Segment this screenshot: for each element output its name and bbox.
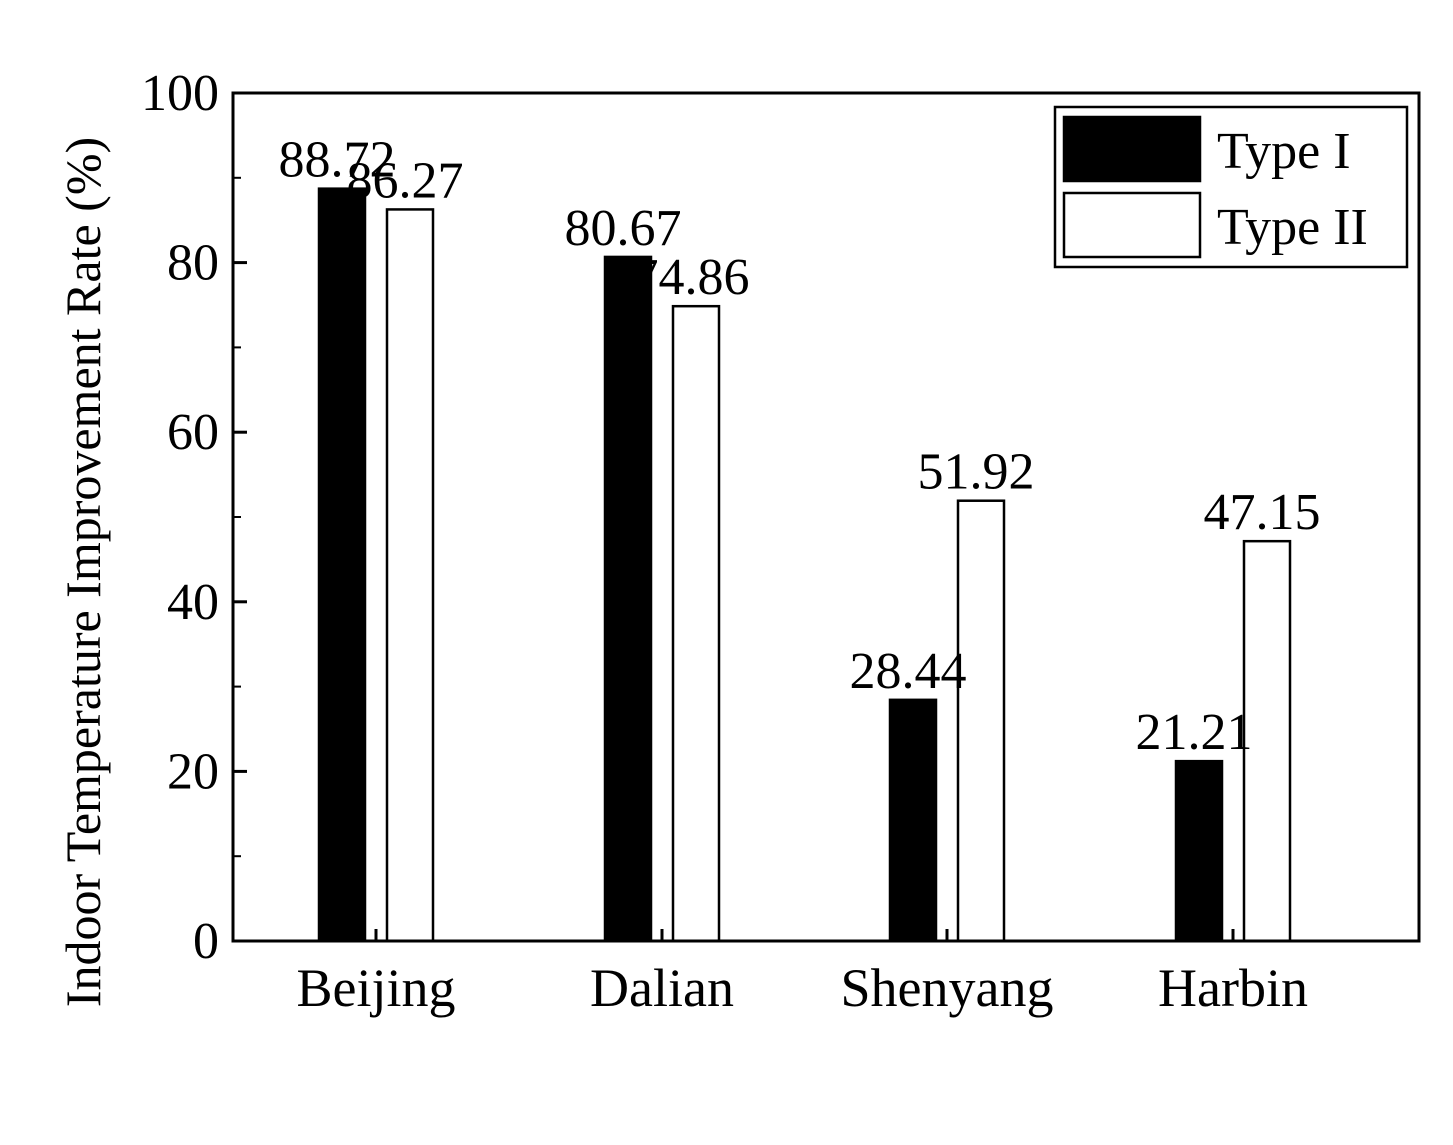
value-label: 47.15 xyxy=(1204,484,1321,541)
bar-type-ii-beijing xyxy=(385,208,435,943)
value-label: 74.86 xyxy=(633,249,750,306)
bars-layer xyxy=(317,187,1292,943)
y-tick-label: 60 xyxy=(167,404,219,461)
x-tick-label-shenyang: Shenyang xyxy=(841,958,1054,1018)
bar-type-ii-shenyang xyxy=(956,499,1006,943)
y-tick-label: 20 xyxy=(167,743,219,800)
bar-type-i-beijing xyxy=(317,187,367,943)
x-tick-label-harbin: Harbin xyxy=(1158,958,1308,1018)
y-tick-label: 80 xyxy=(167,235,219,292)
legend-swatch-type-i xyxy=(1062,115,1202,183)
legend-label: Type II xyxy=(1217,199,1368,256)
legend-swatch-type-ii xyxy=(1062,191,1202,259)
value-label: 21.21 xyxy=(1136,704,1253,761)
value-label: 51.92 xyxy=(918,444,1035,501)
value-label: 88.72 xyxy=(279,132,396,189)
y-tick-label: 0 xyxy=(193,913,219,970)
axes-layer: 0 20 40 60 80 100 Beijing Dalian Shenyang Harbin xyxy=(141,65,1421,1018)
bar-type-i-harbin xyxy=(1174,759,1224,943)
value-labels-layer: 88.72 80.67 28.44 21.21 86.27 74.86 51.92 47.15 xyxy=(279,132,1321,761)
x-tick-label-dalian: Dalian xyxy=(590,958,734,1018)
y-axis-title: Indoor Temperature Improvement Rate (%) xyxy=(55,137,111,1007)
legend: Type I Type II xyxy=(1053,105,1409,269)
y-tick-label: 100 xyxy=(141,65,219,122)
x-tick-label-beijing: Beijing xyxy=(297,958,456,1018)
legend-label: Type I xyxy=(1217,123,1351,180)
bar-type-i-shenyang xyxy=(888,698,938,943)
bar-type-ii-harbin xyxy=(1242,539,1292,943)
bar-type-ii-dalian xyxy=(671,304,721,943)
bar-type-i-dalian xyxy=(603,255,653,943)
value-label: 28.44 xyxy=(850,643,967,700)
value-label: 80.67 xyxy=(565,200,682,257)
y-tick-label: 40 xyxy=(167,574,219,631)
value-label: 86.27 xyxy=(347,152,464,209)
